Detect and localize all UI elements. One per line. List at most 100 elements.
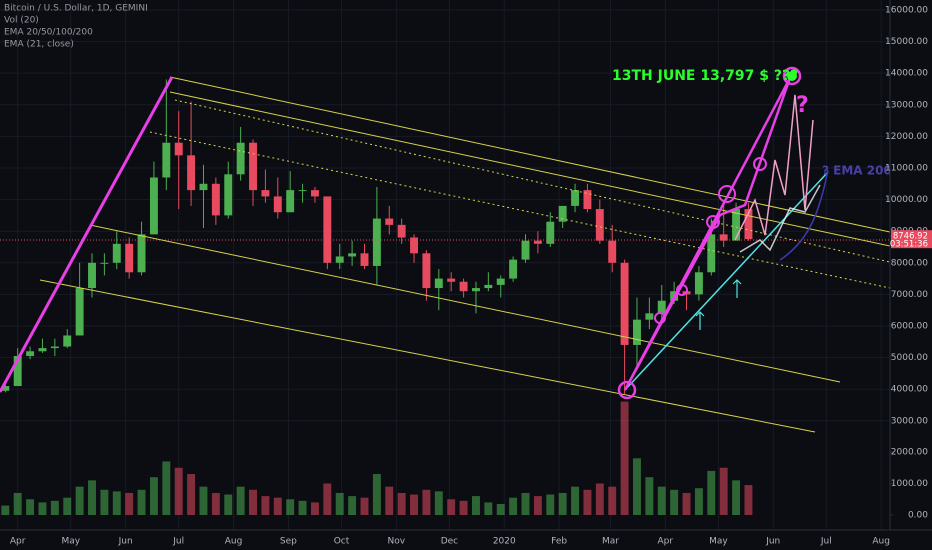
rally-line: [0, 76, 174, 393]
volume-bar: [410, 494, 418, 516]
volume-bar: [583, 489, 592, 516]
volume-bar: [608, 486, 617, 516]
x-tick-label: Aug: [872, 537, 890, 547]
volume-bar: [1, 505, 10, 516]
candle-body: [224, 174, 233, 216]
volume-bar: [620, 401, 629, 516]
volume-bar: [63, 497, 72, 516]
volume-bar: [533, 496, 542, 516]
price-axis: [890, 0, 932, 550]
circle: [718, 185, 736, 203]
candle-body: [620, 262, 629, 345]
grid: [0, 0, 890, 530]
volume-bar: [310, 502, 319, 516]
candle-body: [335, 256, 344, 263]
arrow: [732, 279, 742, 298]
volume-bar: [174, 467, 183, 516]
y-tick-label: 8000.00: [891, 258, 928, 268]
candle-body: [732, 209, 741, 241]
candle-body: [1, 386, 10, 391]
candle-body: [50, 346, 59, 349]
volume-bar: [187, 474, 196, 516]
volume-bar: [694, 488, 703, 516]
candle-body: [546, 221, 555, 244]
volume-bar: [719, 467, 728, 516]
candle-body: [459, 281, 468, 292]
candle-layer: [1, 79, 753, 394]
x-tick-label: May: [709, 537, 728, 547]
x-tick-label: Sep: [280, 537, 297, 547]
y-tick-label: 14000.00: [885, 69, 928, 79]
volume-bar: [199, 486, 208, 516]
arrow: [695, 311, 705, 330]
y-tick-label: 16000.00: [885, 5, 928, 15]
candle-body: [496, 278, 505, 285]
candle-body: [360, 253, 369, 266]
candle-body: [187, 155, 196, 191]
channel-line: [174, 99, 891, 263]
candle-body: [533, 240, 542, 244]
y-tick-label: 11000.00: [885, 163, 928, 173]
y2-tick-label: 2000.00: [891, 448, 928, 458]
volume-bar: [273, 497, 282, 516]
y-tick-label: 15000.00: [885, 37, 928, 47]
ema-200-projection: [779, 169, 829, 261]
candle-body: [112, 243, 121, 263]
candle-body: [509, 259, 518, 279]
volume-bar: [13, 492, 22, 516]
candle-body: [38, 348, 47, 352]
x-tick-label: Mar: [602, 537, 619, 547]
candle-body: [310, 190, 319, 197]
volume-bar: [298, 500, 307, 516]
candle-body: [571, 190, 580, 206]
candle-body: [484, 284, 493, 289]
candle-body: [298, 190, 307, 192]
volume-bar: [286, 499, 295, 516]
volume-bar: [137, 489, 146, 516]
volume-bar: [422, 489, 431, 516]
candle-body: [211, 183, 220, 216]
y2-tick-label: 1000.00: [891, 479, 928, 489]
countdown: 03:51:36: [890, 240, 928, 250]
circle: [753, 157, 767, 171]
candle-body: [162, 142, 171, 178]
x-tick-label: Jul: [820, 537, 832, 547]
volume-bar: [385, 486, 394, 516]
x-tick-label: Feb: [551, 537, 567, 547]
y-tick-label: 4000.00: [891, 385, 928, 395]
y-tick-label: 13000.00: [885, 100, 928, 110]
x-tick-label: Aug: [225, 537, 243, 547]
x-tick-label: Jul: [172, 537, 184, 547]
candle-body: [633, 319, 641, 345]
candle-body: [273, 196, 282, 213]
indicator: EMA 20/50/100/200: [4, 28, 93, 38]
candle-body: [236, 142, 245, 175]
volume-bar: [509, 497, 518, 516]
channel-line: [169, 91, 891, 247]
candle-body: [694, 272, 703, 295]
price-tag-label: 8746.92: [893, 232, 928, 242]
y-tick-label: 6000.00: [891, 321, 928, 331]
x-tick-label: 2020: [493, 537, 516, 547]
y-tick-label: 12000.00: [885, 132, 928, 142]
candle-body: [657, 300, 666, 314]
y-tick-label: 3000.00: [891, 416, 928, 426]
volume-bar: [211, 492, 220, 516]
support-line: [624, 171, 829, 391]
x-tick-label: Apr: [657, 537, 673, 547]
axis-labels: 16000.00 15000.00 14000.00 13000.00 12000.00…: [10, 5, 932, 547]
candle-body: [100, 262, 109, 264]
y-tick-label: 7000.00: [891, 290, 928, 300]
volume-bar: [112, 491, 121, 516]
volume-bar: [348, 496, 357, 516]
candle-body: [645, 313, 654, 320]
candle-body: [348, 253, 357, 257]
volume-bar: [249, 489, 257, 516]
volume-bar: [558, 492, 567, 516]
volume-bar: [335, 492, 344, 516]
candle-body: [125, 243, 134, 273]
candle-body: [472, 288, 480, 292]
volume-bar: [484, 502, 493, 516]
